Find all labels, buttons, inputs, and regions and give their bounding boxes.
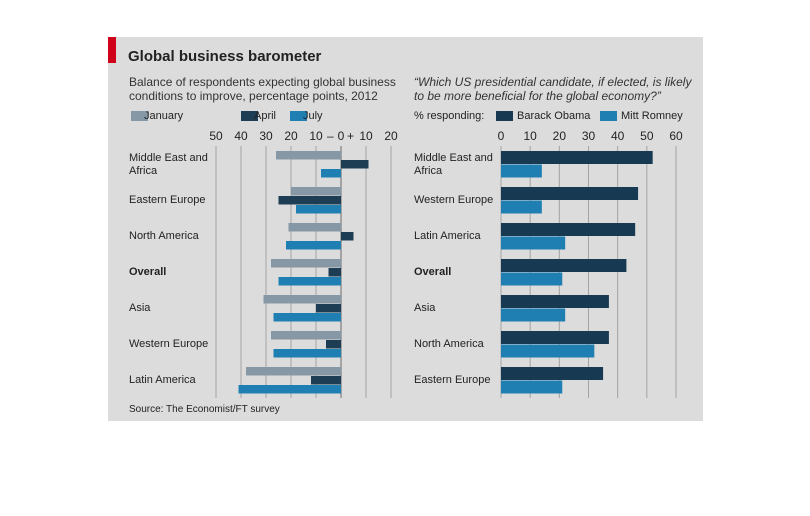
- x-tick-label: 10: [359, 129, 373, 143]
- bar: [273, 313, 341, 322]
- category-label: Asia: [414, 302, 436, 314]
- bar: [501, 367, 604, 380]
- bar: [326, 340, 341, 349]
- x-tick-label: 0: [337, 129, 345, 143]
- bar: [501, 200, 542, 214]
- sign-label: +: [347, 129, 355, 143]
- red-tab: [108, 37, 116, 63]
- category-label: Eastern Europe: [129, 194, 206, 206]
- bar: [501, 344, 595, 358]
- subtitle: to be more beneficial for the global eco…: [414, 89, 661, 103]
- bar: [316, 304, 341, 313]
- legend-swatch: [241, 111, 258, 121]
- sign-label: –: [327, 129, 334, 143]
- legend-label: January: [144, 110, 184, 122]
- bar: [501, 164, 542, 178]
- category-label: Latin America: [129, 374, 196, 386]
- category-label: Overall: [129, 266, 167, 278]
- x-tick-label: 20: [552, 129, 566, 143]
- legend-label: Mitt Romney: [621, 110, 683, 122]
- legend-swatch: [600, 111, 617, 121]
- x-tick-label: 50: [640, 129, 654, 143]
- x-tick-label: 10: [309, 129, 323, 143]
- source: Source: The Economist/FT survey: [129, 404, 280, 415]
- bar: [278, 277, 341, 286]
- title: Global business barometer: [128, 48, 322, 65]
- category-label: Latin America: [414, 230, 481, 242]
- category-label: Middle East and Africa: [414, 151, 493, 177]
- category-label: Eastern Europe: [414, 374, 491, 386]
- legend-swatch: [290, 111, 307, 121]
- x-tick-label: 50: [209, 129, 223, 143]
- bar: [501, 236, 566, 250]
- x-tick-label: 30: [581, 129, 596, 143]
- x-tick-label: 10: [523, 129, 537, 143]
- bar: [501, 331, 609, 344]
- bar: [341, 160, 369, 169]
- bar: [263, 295, 341, 304]
- legend-label: July: [303, 110, 323, 122]
- x-tick-label: 40: [234, 129, 248, 143]
- subtitle: Balance of respondents expecting global …: [129, 75, 396, 89]
- x-tick-label: 40: [610, 129, 625, 143]
- bar: [278, 196, 341, 205]
- x-tick-label: 20: [284, 129, 298, 143]
- legend-swatch: [131, 111, 148, 121]
- bar: [341, 232, 354, 241]
- bar: [501, 187, 639, 200]
- legend-label: April: [254, 110, 277, 122]
- bar: [271, 331, 341, 340]
- category-label: Western Europe: [129, 338, 209, 350]
- bar: [288, 223, 341, 232]
- bar: [321, 169, 341, 178]
- bar: [271, 259, 341, 268]
- bar: [501, 259, 627, 272]
- bar: [501, 223, 636, 236]
- bar: [273, 349, 341, 358]
- legend-swatch: [496, 111, 513, 121]
- bar: [501, 272, 563, 286]
- category-label: North America: [414, 338, 484, 350]
- legend-label: Barack Obama: [517, 110, 591, 122]
- bar: [501, 380, 563, 394]
- bar: [246, 367, 341, 376]
- bar: [311, 376, 341, 385]
- bar: [328, 268, 341, 277]
- category-label: North America: [129, 230, 199, 242]
- subtitle: conditions to improve, percentage points…: [129, 89, 378, 103]
- bar: [286, 241, 341, 250]
- x-tick-label: 20: [384, 129, 398, 143]
- x-tick-label: 60: [669, 129, 683, 143]
- bar: [501, 151, 653, 164]
- category-label: Western Europe: [414, 194, 494, 206]
- bar: [291, 187, 341, 196]
- bar: [501, 295, 609, 308]
- legend-title: % responding:: [414, 110, 485, 122]
- bar: [276, 151, 341, 160]
- subtitle: “Which US presidential candidate, if ele…: [414, 75, 692, 89]
- bar: [296, 205, 341, 214]
- x-tick-label: 30: [259, 129, 273, 143]
- category-label: Overall: [414, 266, 452, 278]
- bar: [238, 385, 341, 394]
- category-label: Middle East and Africa: [129, 151, 208, 177]
- x-tick-label: 0: [497, 129, 505, 143]
- category-label: Asia: [129, 302, 151, 314]
- bar: [501, 308, 566, 322]
